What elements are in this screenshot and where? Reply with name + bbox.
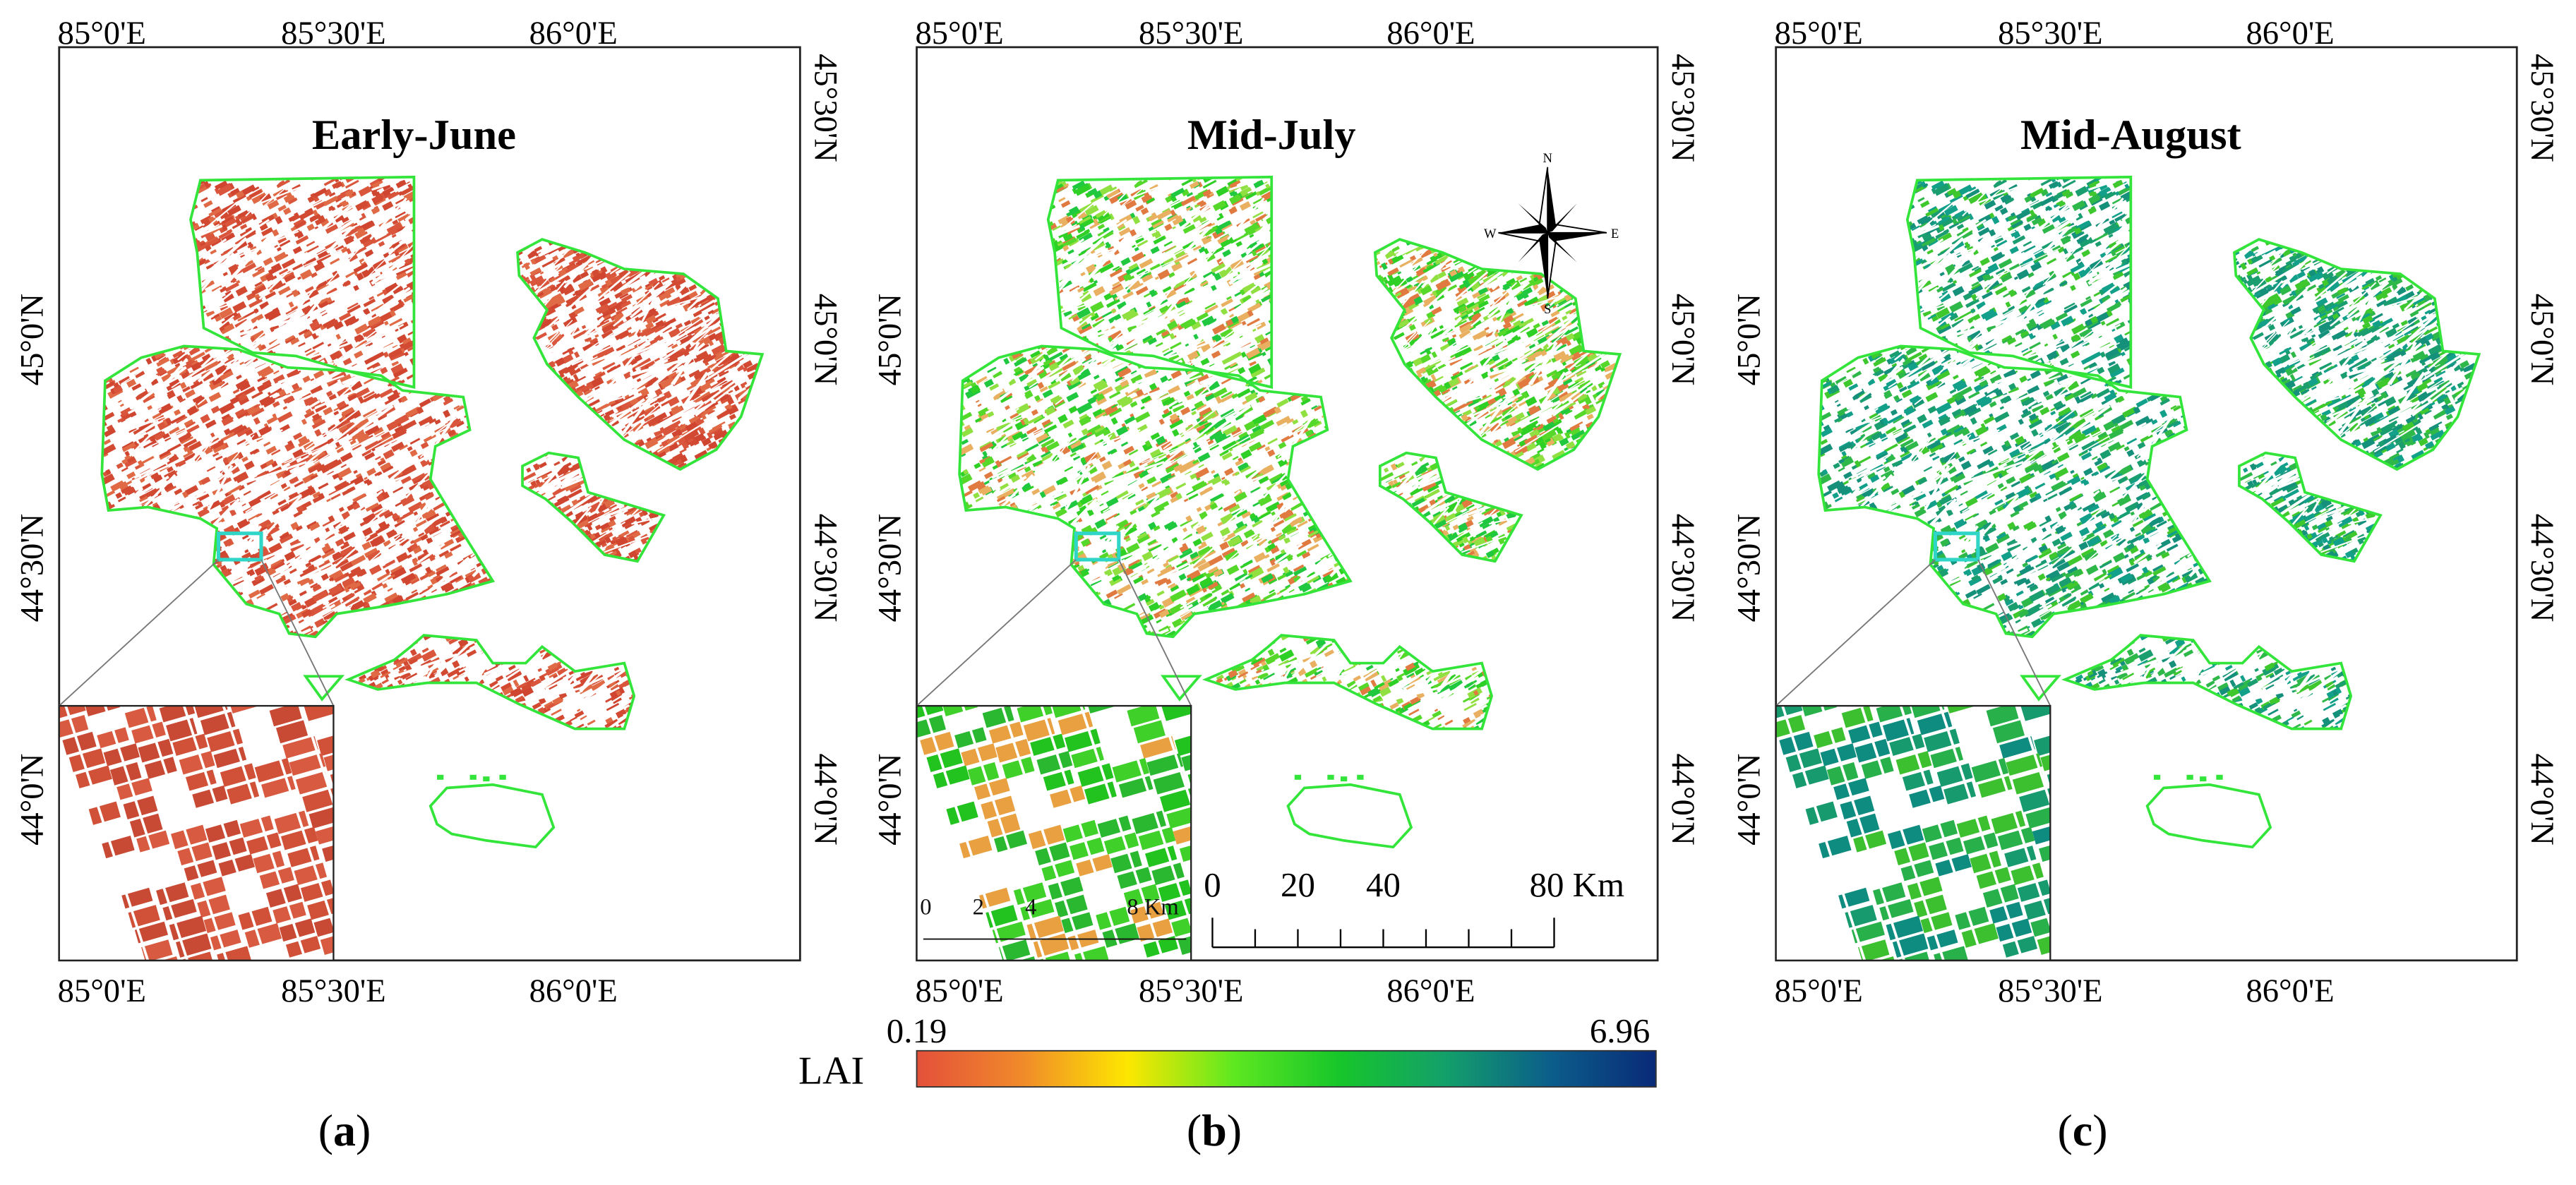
y-tick-right-2: 44°30'N [1665, 514, 1701, 622]
x-tick-bottom-0: 85°0'E [915, 973, 1003, 1009]
panel-title: Early-June [312, 112, 516, 159]
x-tick-bottom-2: 86°0'E [529, 973, 618, 1009]
inset-locator-box [1074, 531, 1121, 562]
colorbar-gradient [916, 1049, 1657, 1088]
scale-label-0: 0 [1204, 865, 1221, 904]
district-boundary-0 [1905, 175, 2133, 389]
compass-e-label: E [1611, 227, 1619, 241]
x-tick-top-1: 85°30'E [1139, 16, 1243, 52]
zoom-inset [916, 704, 1192, 961]
scale-label-80km: 80 Km [1530, 865, 1624, 904]
zoom-inset [1775, 704, 2051, 961]
colorbar-min-label: 0.19 [887, 1011, 947, 1050]
district-boundary-2 [1373, 238, 1622, 471]
district-boundary-4 [2061, 634, 2353, 730]
y-tick-left-2: 44°0'N [872, 754, 908, 846]
scale-label-40: 40 [1366, 865, 1401, 904]
map-panel-early-june: Early-June 85°0'E 85°0'E 85°30'E 85°30'E 86°0… [15, 16, 844, 1009]
x-tick-top-0: 85°0'E [58, 16, 146, 52]
y-tick-right-2: 44°30'N [807, 514, 843, 622]
inset-scale-label-0: 0 [920, 895, 931, 920]
district-boundary-5 [2020, 675, 2061, 702]
y-tick-right-3: 44°0'N [1665, 754, 1701, 846]
y-tick-right-1: 45°0'N [1665, 294, 1701, 385]
district-boundary-3 [521, 451, 666, 563]
y-tick-left-1: 44°30'N [872, 514, 908, 622]
inset-locator-box [216, 531, 263, 562]
x-tick-bottom-0: 85°0'E [1775, 973, 1863, 1009]
y-tick-right-3: 44°0'N [807, 754, 843, 846]
y-tick-right-1: 45°0'N [2524, 294, 2560, 385]
x-tick-top-0: 85°0'E [1775, 16, 1863, 52]
inset-scale-label-3: 8 Km [1127, 895, 1178, 920]
zoom-inset [58, 704, 335, 961]
map-panel-mid-august: Mid-August 85°0'E 85°0'E 85°30'E 85°30'E 86°0… [1731, 16, 2560, 1009]
y-tick-left-2: 44°0'N [1731, 754, 1767, 846]
district-boundary-5 [1161, 675, 1202, 702]
colorbar-title: LAI [798, 1049, 864, 1093]
y-tick-right-2: 44°30'N [2524, 514, 2560, 622]
inset-scale-label-1: 2 [973, 895, 984, 920]
district-boundary-5 [303, 675, 345, 702]
x-tick-bottom-1: 85°30'E [1139, 973, 1243, 1009]
x-tick-bottom-2: 86°0'E [1386, 973, 1475, 1009]
y-tick-left-0: 45°0'N [1731, 294, 1767, 385]
x-tick-top-1: 85°30'E [281, 16, 385, 52]
y-tick-right-1: 45°0'N [807, 294, 843, 385]
district-boundary-4 [1202, 634, 1494, 730]
panel-label-c: (c) [2057, 1105, 2108, 1155]
y-tick-right-0: 45°30'N [807, 54, 843, 162]
inset-scale-label-2: 4 [1025, 895, 1036, 920]
district-boundary-6 [1286, 783, 1413, 849]
x-tick-top-0: 85°0'E [915, 16, 1003, 52]
panel-title: Mid-July [1187, 112, 1356, 159]
district-boundary-1 [958, 344, 1353, 639]
district-boundary-0 [1046, 175, 1274, 389]
scale-label-20: 20 [1281, 865, 1315, 904]
x-tick-bottom-2: 86°0'E [2246, 973, 2334, 1009]
x-tick-bottom-0: 85°0'E [58, 973, 146, 1009]
lai-colorbar: LAI 0.19 6.96 [798, 1011, 1657, 1093]
y-tick-left-2: 44°0'N [15, 754, 51, 846]
north-arrow-icon: N S E W [1484, 151, 1619, 317]
district-boundary-2 [516, 238, 765, 471]
district-boundary-6 [2145, 783, 2272, 849]
x-tick-bottom-1: 85°30'E [281, 973, 385, 1009]
y-tick-right-3: 44°0'N [2524, 754, 2560, 846]
y-tick-left-0: 45°0'N [15, 294, 51, 385]
panel-label-b: (b) [1186, 1105, 1242, 1155]
compass-w-label: W [1484, 227, 1497, 241]
x-tick-top-1: 85°30'E [1998, 16, 2102, 52]
panel-label-a: (a) [318, 1105, 371, 1155]
scale-bar: 0 20 40 80 Km [1204, 865, 1624, 949]
district-boundary-0 [189, 175, 416, 389]
district-boundary-1 [100, 344, 496, 639]
y-tick-left-1: 44°30'N [15, 514, 51, 622]
panel-title: Mid-August [2020, 112, 2241, 159]
district-boundary-6 [429, 783, 556, 849]
district-boundary-3 [1378, 451, 1523, 563]
x-tick-top-2: 86°0'E [529, 16, 618, 52]
district-boundary-3 [2238, 451, 2383, 563]
y-tick-right-0: 45°30'N [1665, 54, 1701, 162]
x-tick-bottom-1: 85°30'E [1998, 973, 2102, 1009]
x-tick-top-2: 86°0'E [1386, 16, 1475, 52]
inset-locator-box [1933, 531, 1980, 562]
compass-s-label: S [1544, 302, 1551, 317]
map-panel-mid-july: Mid-July 85°0'E 85°0'E 85°30'E 85°30'E 86°0'E… [872, 16, 1701, 1009]
compass-n-label: N [1542, 151, 1552, 166]
district-boundary-2 [2233, 238, 2481, 471]
x-tick-top-2: 86°0'E [2246, 16, 2334, 52]
colorbar-max-label: 6.96 [1590, 1011, 1651, 1050]
district-boundary-1 [1817, 344, 2212, 639]
district-boundary-4 [345, 634, 636, 730]
y-tick-right-0: 45°30'N [2524, 54, 2560, 162]
y-tick-left-1: 44°30'N [1731, 514, 1767, 622]
y-tick-left-0: 45°0'N [872, 294, 908, 385]
